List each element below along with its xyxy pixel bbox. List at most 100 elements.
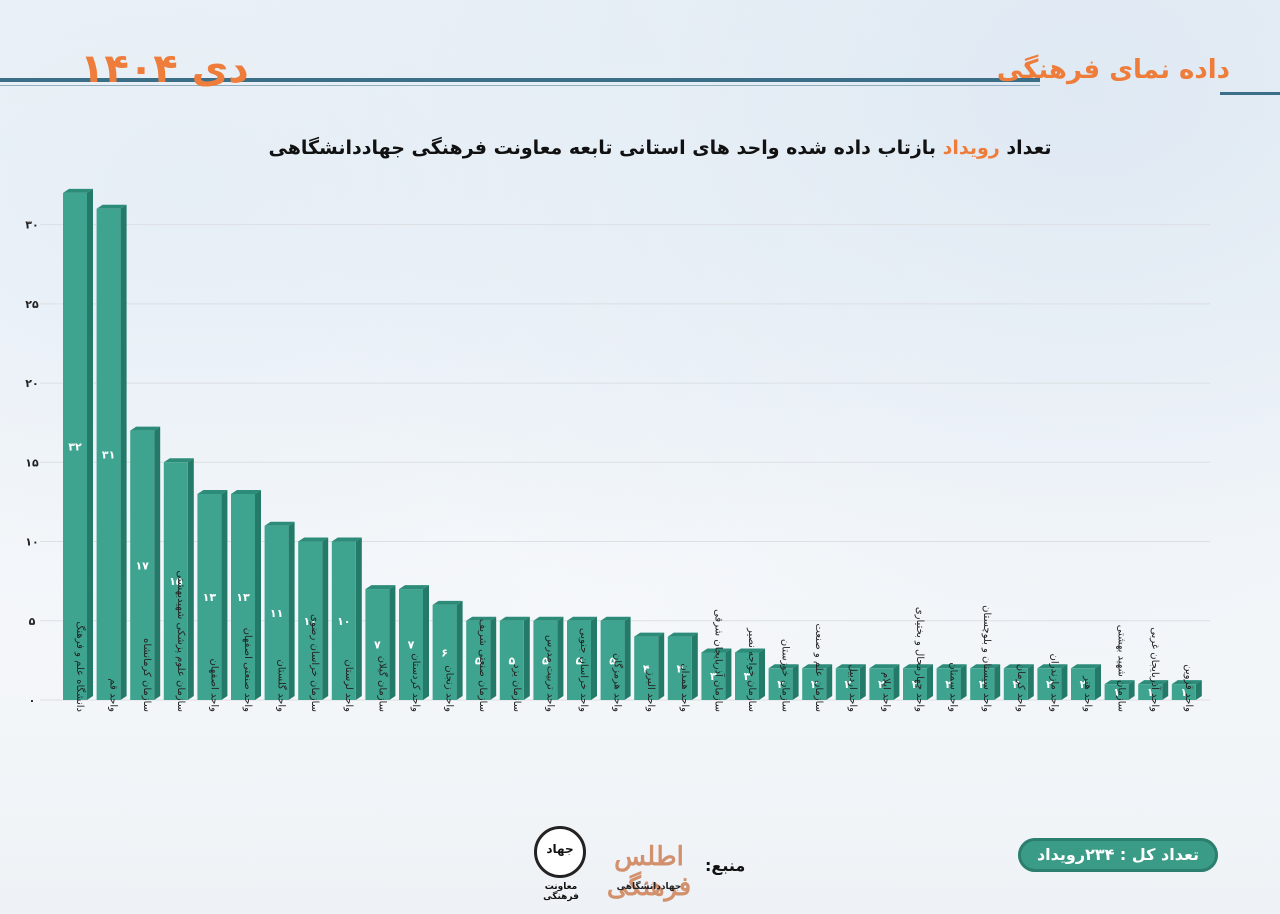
bar: ۱۰ [298, 537, 329, 700]
bar-value-label: ۱ [1113, 686, 1120, 699]
bar-value-label: ۲ [1080, 678, 1087, 691]
chart-title: تعداد رویداد بازتاب داده شده واحد های اس… [0, 137, 1280, 159]
total-count-badge: تعداد کل : ۲۳۴رویداد [1018, 838, 1218, 872]
bar-value-label: ۱۱ [270, 607, 283, 620]
bar-value-label: ۱۰ [337, 615, 350, 628]
bar-top [1003, 664, 1034, 669]
bar-front [499, 620, 524, 700]
bar: ۲ [869, 664, 900, 700]
bar-value-label: ۲ [912, 678, 919, 691]
bar-front [231, 494, 255, 700]
bar-side [120, 204, 127, 700]
bar-value-label: ۳۲ [68, 440, 82, 453]
bar-value-label: ۱۳ [236, 591, 250, 604]
bar-value-label: ۵ [609, 654, 616, 667]
bar-side [691, 632, 698, 700]
bar-front [466, 620, 491, 700]
bar-top [768, 664, 799, 669]
bar: ۳۲ [63, 188, 93, 700]
month-label: دی ۱۴۰۴ [80, 46, 249, 92]
bar-front [432, 604, 457, 700]
bar-top [298, 537, 329, 542]
bar-top [1037, 664, 1068, 669]
x-category-label: سازمان یزد [511, 664, 522, 712]
bar-top [264, 521, 295, 526]
bar-top [835, 664, 866, 669]
bar-value-label: ۲ [945, 678, 952, 691]
bar-side [826, 664, 833, 700]
bar-side [456, 600, 463, 700]
bar-value-label: ۳ [744, 670, 751, 683]
bar-top [130, 426, 161, 431]
x-category-label: واحد هرمزگان [612, 653, 624, 712]
x-category-label: سازمان صنعتی شریف [477, 619, 488, 712]
bar-value-label: ۱۰ [303, 615, 316, 628]
bar-side [490, 616, 497, 700]
bar-top [600, 616, 631, 621]
bar-top [735, 648, 765, 653]
chart-title-after: بازتاب داده شده واحد های استانی تابعه مع… [268, 137, 943, 159]
bar-front [667, 636, 692, 700]
x-category-label: سازمان خوزستان [780, 639, 791, 712]
x-category-label: واحد همدان [679, 663, 690, 712]
bar-side [1095, 664, 1101, 700]
bar-front [802, 668, 827, 700]
x-category-label: واحد کرمان [1015, 664, 1026, 712]
bar: ۲ [970, 664, 1001, 700]
header-rule-thin [0, 85, 1040, 86]
bar-top [869, 664, 900, 669]
bar-front [130, 430, 155, 700]
x-category-label: واحد آذربایجان غربی [1149, 627, 1162, 712]
header-rule-right [1220, 92, 1280, 95]
bar-front [768, 668, 793, 700]
bar-top [466, 616, 497, 621]
x-category-label: سازمان خواجه نصیر [746, 627, 757, 712]
bar: ۱۷ [130, 426, 161, 700]
x-category-label: واحد مازندران [1048, 654, 1059, 713]
bar-front [970, 668, 995, 700]
bar-top [567, 616, 597, 621]
bar-value-label: ۴ [643, 662, 650, 675]
bar-front [634, 636, 659, 700]
x-category-label: واحد تربیت مدرس [544, 635, 555, 712]
y-tick-label: ۳۰ [25, 219, 38, 232]
y-tick-label: ۱۵ [25, 456, 39, 469]
bar-top [1171, 680, 1202, 685]
bar-top [701, 648, 732, 653]
x-category-label: واحد البرز [645, 670, 656, 713]
bar: ۵ [533, 616, 564, 700]
bar-front [1104, 684, 1129, 700]
bar-side [221, 490, 228, 700]
bar-front [533, 620, 558, 700]
bar-top [970, 664, 1001, 669]
bar: ۲ [768, 664, 799, 700]
bar-side [523, 616, 530, 700]
bar-top [163, 458, 194, 463]
x-category-label: سازمان کرمانشاه [141, 638, 152, 712]
x-category-label: واحد قزوین [1183, 664, 1194, 712]
bar-front [567, 620, 591, 700]
x-category-label: سازمان علم و صنعت [813, 624, 824, 712]
bar-side [389, 585, 396, 700]
jihad-emblem: جهاد [534, 826, 586, 878]
bar: ۲ [1071, 664, 1101, 700]
x-category-label: واحد اصفهان [208, 658, 219, 712]
bar-side [927, 664, 933, 700]
bar-front [1003, 668, 1028, 700]
bar-value-label: ۵ [475, 654, 482, 667]
bar: ۳۱ [96, 204, 127, 700]
bar-side [658, 632, 665, 700]
bar-front [264, 525, 289, 700]
jihad-logo-subtitle: معاونت فرهنگی [543, 882, 579, 902]
bar-value-label: ۴ [676, 662, 683, 675]
bar: ۱ [1104, 680, 1135, 700]
bar-top [1071, 664, 1101, 669]
bar-side [759, 648, 765, 700]
bar: ۴ [634, 632, 665, 700]
bar-value-label: ۱۵ [169, 575, 183, 588]
bar-side [87, 188, 93, 700]
bar: ۵ [600, 616, 631, 700]
bar: ۲ [835, 664, 866, 700]
bar-top [1104, 680, 1135, 685]
